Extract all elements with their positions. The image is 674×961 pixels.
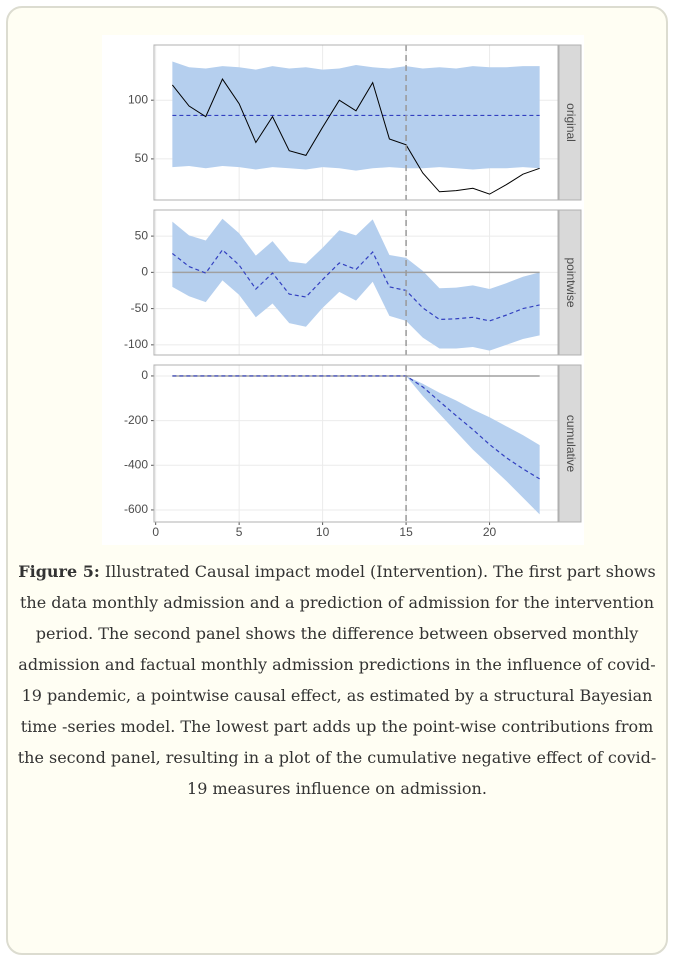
prediction-line xyxy=(172,375,540,480)
prediction-line xyxy=(171,248,540,322)
strip-label: original xyxy=(564,103,578,142)
caption-label: Figure 5: xyxy=(18,562,100,581)
y-tick-label: 0 xyxy=(141,368,148,382)
panel-border xyxy=(153,209,559,356)
x-tick-label: 15 xyxy=(399,525,413,539)
y-tick-label: -50 xyxy=(131,301,149,315)
panel-border xyxy=(153,44,559,201)
strip xyxy=(558,209,582,356)
y-tick-label: 50 xyxy=(135,228,149,242)
y-tick-label: -100 xyxy=(124,337,148,351)
y-tick-label: 100 xyxy=(128,92,148,106)
interval-band xyxy=(172,375,540,515)
x-tick-label: 5 xyxy=(236,525,243,539)
interval-band xyxy=(172,218,540,351)
y-tick-label: 50 xyxy=(135,151,149,165)
strip xyxy=(558,44,582,201)
x-tick-label: 10 xyxy=(316,525,330,539)
chart: 50100original-100-50050pointwise-600-400… xyxy=(102,35,584,545)
y-tick-label: -200 xyxy=(124,413,148,427)
strip-label: pointwise xyxy=(564,257,578,307)
observed-line xyxy=(171,78,540,195)
y-tick-label: 0 xyxy=(141,265,148,279)
strip xyxy=(558,364,582,523)
y-tick-label: -600 xyxy=(124,502,148,516)
figure-box: 50 100 original -100 -50 0 50 pointwise -600 -400… xyxy=(6,6,668,955)
panel-border xyxy=(153,364,559,523)
x-tick-label: 20 xyxy=(483,525,497,539)
caption: Figure 5: Illustrated Causal impact mode… xyxy=(16,556,658,804)
y-tick-label: -400 xyxy=(124,457,148,471)
strip-label: cumulative xyxy=(564,415,578,473)
caption-text: Illustrated Causal impact model (Interve… xyxy=(17,562,657,798)
x-tick-label: 0 xyxy=(152,525,159,539)
